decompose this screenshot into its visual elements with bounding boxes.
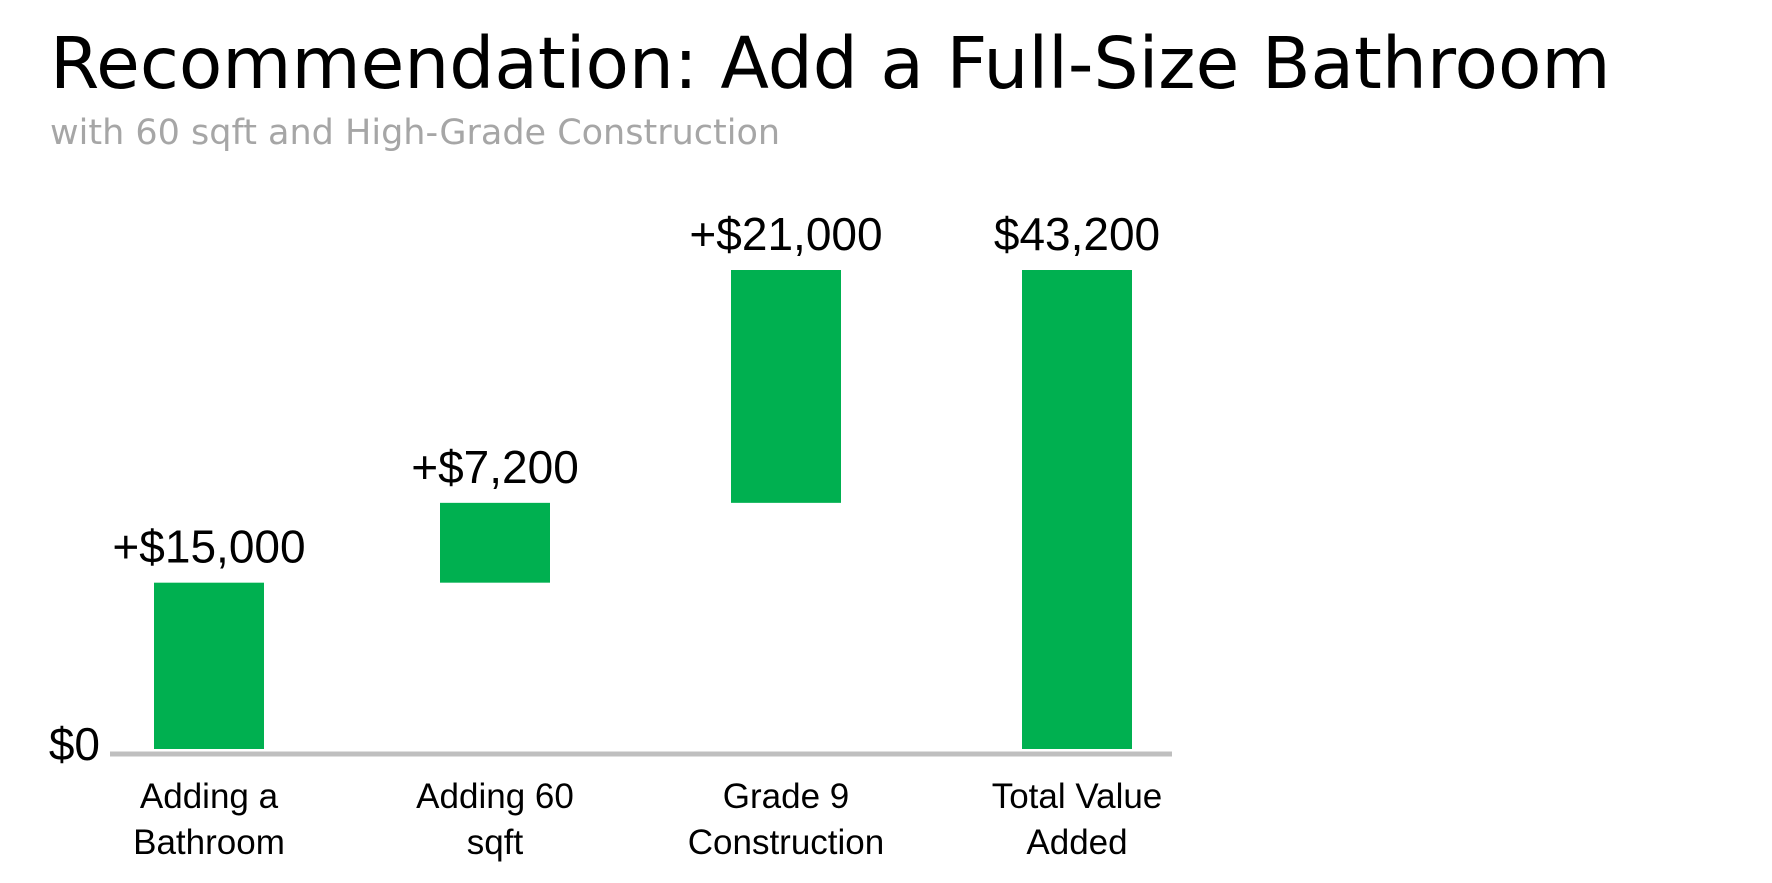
bar-1 — [154, 582, 264, 749]
bar-value-label-3: +$21,000 — [689, 208, 882, 260]
category-label-3-line-1: Grade 9 — [723, 777, 849, 816]
category-labels-group: Adding a Bathroom Adding 60 sqft Grade 9 Cons… — [133, 777, 1162, 862]
bar-value-label-4: $43,200 — [994, 208, 1160, 260]
chart-title: Recommendation: Add a Full-Size Bathroom — [50, 22, 1611, 105]
bar-2 — [440, 502, 550, 583]
bar-3 — [731, 270, 841, 503]
category-label-2-line-2: sqft — [467, 823, 524, 862]
category-label-3-line-2: Construction — [688, 823, 884, 862]
category-label-1-line-2: Bathroom — [133, 823, 285, 862]
category-label-2-line-1: Adding 60 — [416, 777, 574, 816]
bar-value-label-2: +$7,200 — [411, 441, 579, 493]
category-label-4-line-2: Added — [1026, 823, 1127, 862]
value-labels-group: +$15,000 +$7,200 +$21,000 $43,200 — [112, 208, 1160, 573]
bars-group — [154, 270, 1132, 749]
bar-value-label-1: +$15,000 — [112, 521, 305, 573]
category-label-1-line-1: Adding a — [140, 777, 279, 816]
category-label-4-line-1: Total Value — [992, 777, 1163, 816]
chart-subtitle: with 60 sqft and High-Grade Construction — [50, 113, 781, 153]
bar-4 — [1022, 270, 1132, 749]
y-zero-label: $0 — [49, 718, 100, 770]
